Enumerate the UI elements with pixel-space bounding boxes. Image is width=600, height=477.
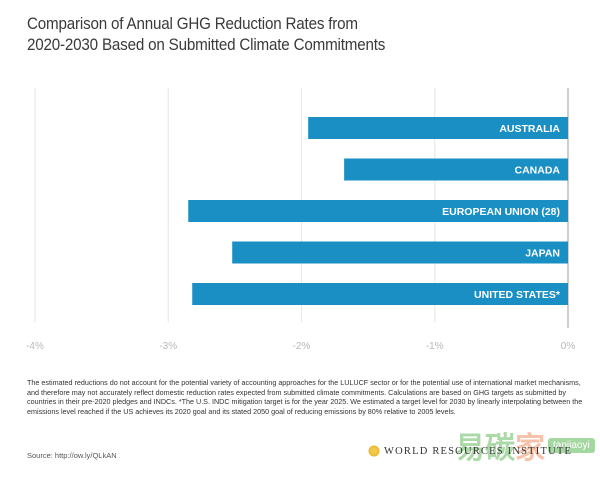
- bar: [232, 241, 568, 264]
- bar-label: JAPAN: [525, 248, 560, 260]
- x-tick-label: -3%: [159, 341, 177, 352]
- x-tick-label: -2%: [293, 341, 311, 352]
- bar: [188, 200, 569, 222]
- bar-label: UNITED STATES*: [474, 289, 561, 301]
- watermark-tag: tanjiaoyi: [548, 437, 595, 453]
- bar-label: AUSTRALIA: [499, 123, 560, 135]
- source-link[interactable]: Source: http://ow.ly/QLkAN: [27, 451, 117, 460]
- chart-title: Comparison of Annual GHG Reduction Rates…: [27, 14, 385, 56]
- bar-label: EUROPEAN UNION (28): [442, 206, 560, 218]
- watermark-char-1: 易: [455, 431, 485, 466]
- bar: [192, 283, 569, 305]
- wri-brand: WORLD RESOURCES INSTITUTE: [368, 445, 572, 457]
- footnote: The estimated reductions do not account …: [27, 378, 583, 416]
- bar: [344, 158, 568, 181]
- bar-chart: AUSTRALIA CANADA EUROPEAN UNION (28) JAPAN U…: [26, 88, 575, 352]
- bar-labels: AUSTRALIA CANADA EUROPEAN UNION (28) JAPAN U…: [442, 123, 561, 301]
- watermark: 易碳家 tanjiaoyi: [455, 423, 595, 467]
- wri-name: WORLD RESOURCES INSTITUTE: [384, 445, 573, 457]
- x-tick-label: 0%: [561, 341, 576, 352]
- bars: [188, 117, 569, 305]
- watermark-char-2: 碳: [485, 431, 515, 466]
- watermark-chars: 易碳家: [455, 423, 545, 467]
- x-tick-labels: -4% -3% -2% -1% 0%: [26, 341, 575, 352]
- bar-label: CANADA: [515, 165, 561, 177]
- x-tick-label: -1%: [426, 341, 444, 352]
- wri-logo-icon: [368, 445, 380, 457]
- chart-title-line-2: 2020-2030 Based on Submitted Climate Com…: [27, 36, 386, 54]
- chart-title-line-1: Comparison of Annual GHG Reduction Rates…: [27, 15, 358, 33]
- bar: [308, 117, 568, 139]
- x-tick-label: -4%: [26, 341, 44, 352]
- watermark-char-3: 家: [515, 431, 545, 466]
